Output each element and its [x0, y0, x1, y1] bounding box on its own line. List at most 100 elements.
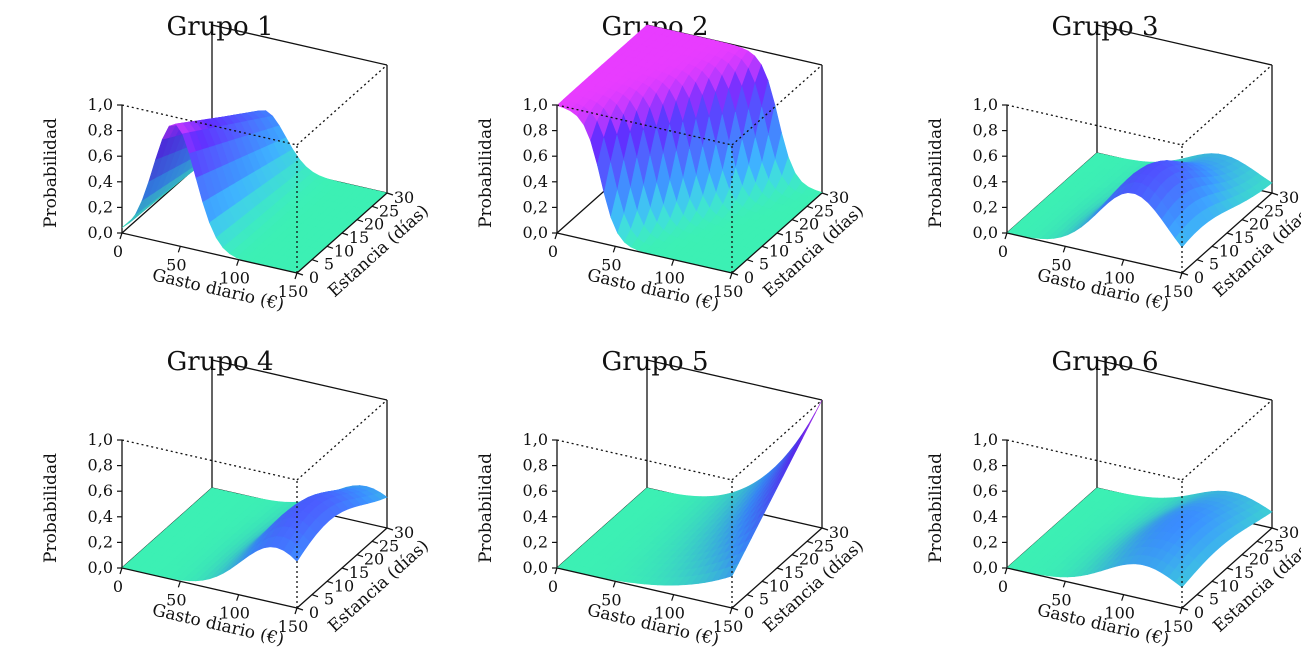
z-tick-label: 0,0 [523, 558, 548, 577]
z-tick-label: 1,0 [523, 430, 548, 449]
x-tick-label: 50 [1051, 590, 1071, 609]
x-tick-mark [1062, 246, 1066, 253]
x-tick-mark [1121, 594, 1125, 601]
z-tick-label: 0,8 [88, 121, 113, 140]
x-tick-mark [1179, 607, 1183, 615]
y-tick-label: 30 [394, 188, 414, 207]
y-tick-mark [311, 594, 319, 598]
y-tick-label: 30 [1279, 188, 1299, 207]
box-edge-top-back [211, 24, 388, 66]
z-axis-label: Probabilidad [41, 453, 61, 563]
z-tick-label: 0,2 [523, 197, 548, 216]
x-tick-mark [294, 272, 298, 280]
y-tick-label: 0 [744, 603, 754, 622]
x-tick-label: 150 [713, 282, 744, 301]
x-tick-mark [294, 607, 298, 615]
probability-surface [556, 24, 823, 274]
y-tick-label: 5 [1209, 255, 1219, 274]
box-edge-top-right [296, 64, 388, 146]
y-tick-mark [371, 205, 379, 209]
gasto-axis-line [556, 567, 733, 609]
y-tick-mark [311, 259, 319, 263]
box-edge-top-front [121, 439, 298, 481]
y-tick-label: 25 [1264, 536, 1284, 555]
box-edge-top-back [1096, 24, 1273, 66]
box-edge-top-right [296, 399, 388, 481]
surface-plot-svg: Grupo 50,00,20,40,60,81,0Probabilidad050… [476, 347, 868, 650]
box-edge-top-right [731, 64, 823, 146]
y-tick-label: 0 [1194, 603, 1204, 622]
x-tick-label: 100 [219, 269, 250, 288]
z-tick-label: 0,2 [973, 197, 998, 216]
surface-patch [724, 562, 740, 579]
x-tick-mark [177, 581, 181, 588]
y-tick-mark [761, 580, 769, 584]
x-tick-mark [1179, 272, 1183, 280]
x-tick-mark [554, 232, 558, 240]
x-tick-label: 100 [654, 604, 685, 623]
y-tick-mark [761, 245, 769, 249]
x-tick-label: 150 [1163, 617, 1194, 636]
y-tick-mark [791, 219, 799, 223]
y-tick-label: 30 [829, 523, 849, 542]
surface-plot-svg: Grupo 40,00,20,40,60,81,0Probabilidad050… [41, 347, 433, 650]
z-tick-label: 0,2 [88, 197, 113, 216]
x-tick-mark [612, 246, 616, 253]
y-tick-label: 20 [1249, 550, 1269, 569]
probability-surface [556, 399, 823, 586]
y-tick-mark [1226, 567, 1234, 571]
z-tick-label: 0,8 [88, 456, 113, 475]
y-tick-label: 20 [799, 215, 819, 234]
z-axis-label: Probabilidad [41, 118, 61, 228]
x-tick-label: 150 [713, 617, 744, 636]
x-tick-mark [1004, 232, 1008, 240]
box-edge-top-right [1181, 399, 1273, 481]
y-tick-label: 10 [334, 576, 354, 595]
y-tick-label: 25 [379, 201, 399, 220]
z-tick-label: 0,2 [523, 532, 548, 551]
gasto-axis-line [121, 567, 298, 609]
y-tick-label: 5 [324, 255, 334, 274]
y-tick-mark [1181, 607, 1189, 611]
x-axis-label: Gasto diario (€) [150, 265, 286, 315]
x-tick-mark [236, 594, 240, 601]
x-tick-mark [119, 567, 123, 575]
x-tick-mark [729, 607, 733, 615]
x-tick-mark [236, 259, 240, 266]
z-tick-label: 0,0 [88, 223, 113, 242]
probability-surface [121, 110, 388, 274]
y-tick-mark [746, 259, 754, 263]
y-tick-mark [731, 607, 739, 611]
x-tick-label: 50 [601, 255, 621, 274]
x-tick-mark [671, 594, 675, 601]
y-tick-label: 10 [1219, 241, 1239, 260]
z-tick-label: 0,4 [973, 507, 998, 526]
x-tick-mark [612, 581, 616, 588]
y-tick-label: 5 [759, 590, 769, 609]
y-tick-label: 15 [784, 228, 804, 247]
y-tick-label: 0 [1194, 268, 1204, 287]
y-tick-mark [386, 192, 394, 196]
x-tick-mark [1004, 567, 1008, 575]
surface-plot-svg: Grupo 30,00,20,40,60,81,0Probabilidad050… [926, 12, 1301, 315]
x-tick-label: 50 [1051, 255, 1071, 274]
z-tick-label: 0,4 [523, 172, 548, 191]
box-edge-top-front [556, 439, 733, 481]
z-tick-label: 0,8 [523, 456, 548, 475]
box-edge-top-back [646, 359, 823, 401]
z-tick-label: 0,0 [88, 558, 113, 577]
box-edge-top-front [1006, 439, 1183, 481]
box-edge-top-right [731, 399, 823, 481]
z-tick-label: 0,6 [973, 146, 998, 165]
surface-plot-panel: Grupo 5 0,0 0,2 0,4 0,6 0,8 1,0 Probabilidad 0 50… [475, 340, 908, 670]
probability-surface [1006, 487, 1273, 588]
x-tick-label: 150 [278, 617, 309, 636]
z-axis-label: Probabilidad [476, 453, 496, 563]
y-tick-label: 10 [334, 241, 354, 260]
y-tick-label: 5 [324, 590, 334, 609]
x-axis-label: Gasto diario (€) [585, 600, 721, 650]
z-tick-label: 0,4 [973, 172, 998, 191]
z-tick-label: 0,4 [88, 172, 113, 191]
y-tick-label: 20 [799, 550, 819, 569]
z-tick-label: 1,0 [973, 95, 998, 114]
